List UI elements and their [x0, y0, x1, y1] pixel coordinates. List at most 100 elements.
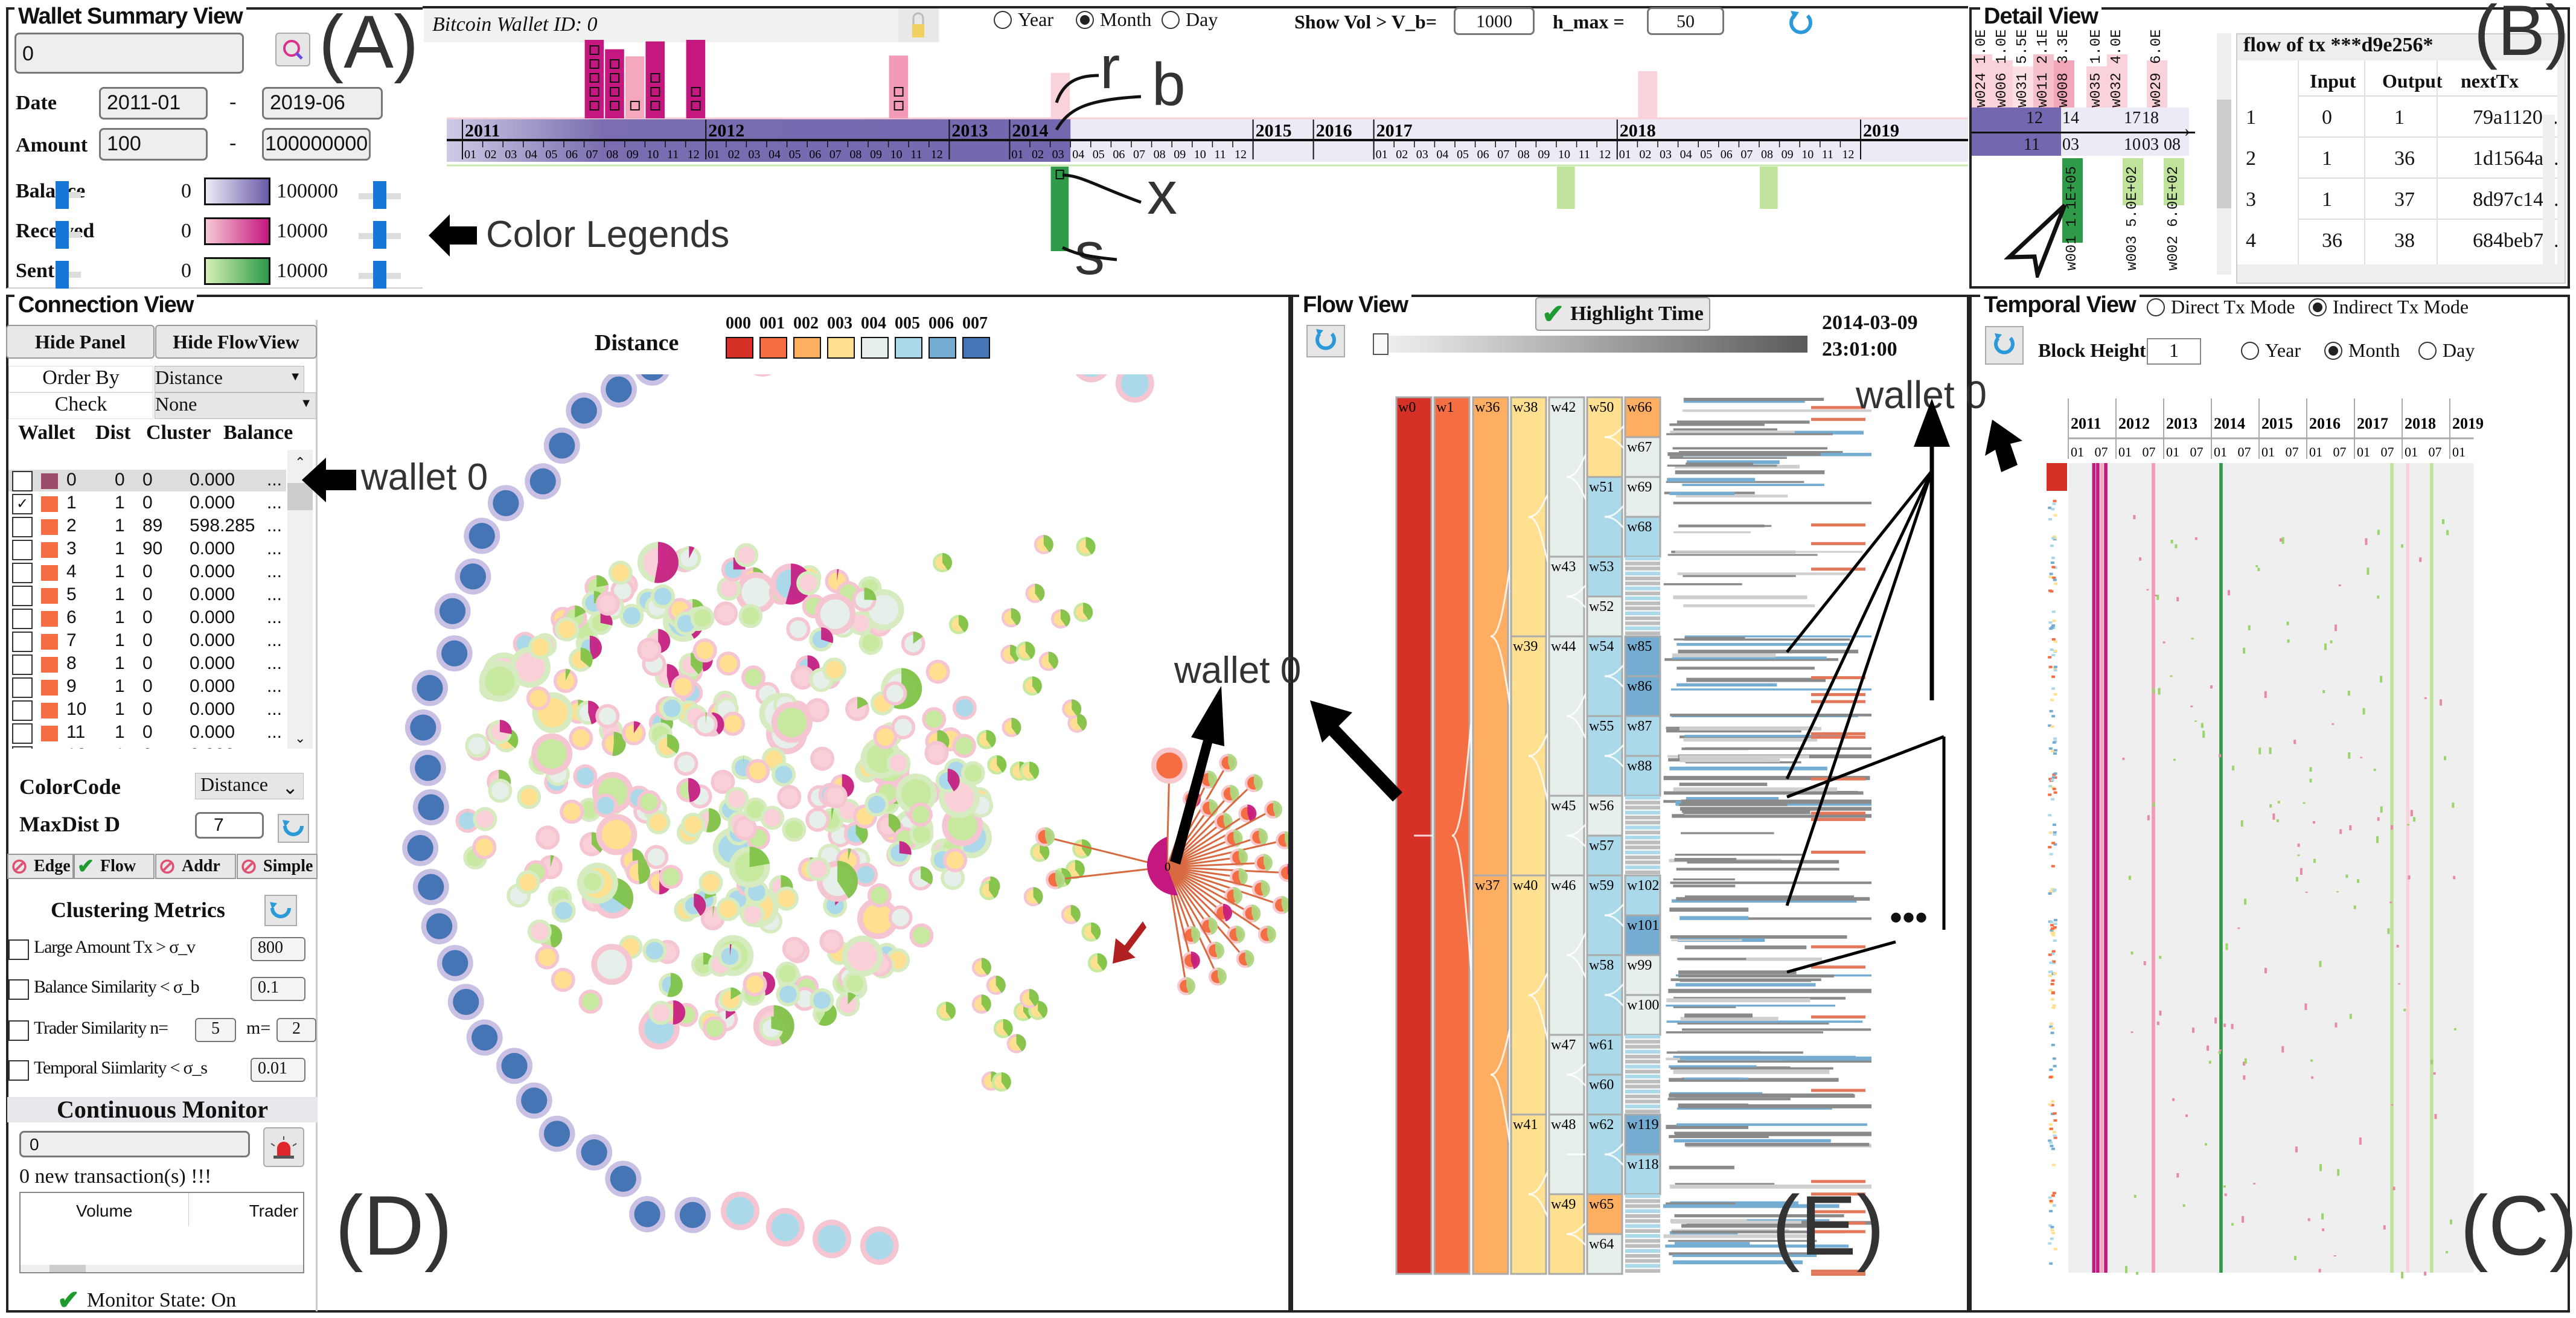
- date-from-stepper[interactable]: 2011-01: [99, 87, 208, 120]
- received-bar-2011-12[interactable]: [686, 40, 706, 118]
- wallet-node[interactable]: [634, 374, 671, 386]
- timeline-radio-day[interactable]: [1162, 11, 1180, 29]
- wallet-more[interactable]: ...: [267, 470, 283, 490]
- alarm-button[interactable]: [263, 1127, 304, 1167]
- wallet-node[interactable]: [786, 617, 811, 642]
- wallet-node[interactable]: [711, 769, 735, 794]
- wallet-node[interactable]: [823, 784, 848, 809]
- wallet-checkbox[interactable]: [12, 723, 33, 744]
- received-bar[interactable]: [2054, 60, 2074, 107]
- wallet-node[interactable]: [1227, 925, 1245, 944]
- wallet-row[interactable]: 8 1 0 0.000...: [8, 653, 286, 675]
- wallet-node[interactable]: [716, 651, 741, 676]
- wallet-node[interactable]: [1258, 925, 1276, 944]
- wallet-node[interactable]: [1072, 839, 1092, 859]
- wallet-node[interactable]: [573, 764, 598, 789]
- wallet-row[interactable]: 4 1 0 0.000...: [8, 561, 286, 583]
- wallet-node[interactable]: [600, 374, 637, 408]
- metric-checkbox[interactable]: [8, 939, 29, 960]
- wallet-node[interactable]: [646, 810, 671, 835]
- temporal-stripe-2012-10[interactable]: [2152, 463, 2155, 1273]
- wallet-node[interactable]: [528, 635, 553, 660]
- wallet-node[interactable]: [648, 1000, 673, 1025]
- monitor-input[interactable]: 0: [19, 1131, 250, 1157]
- toggle-simple[interactable]: ⊘ Simple: [237, 854, 318, 879]
- temporal-stripe-2011-09[interactable]: [2100, 463, 2104, 1273]
- metric-m-input[interactable]: 2: [276, 1018, 316, 1042]
- wallet-node[interactable]: [858, 630, 883, 655]
- wallet-node[interactable]: [733, 816, 758, 841]
- temporal-stripe-2018-08[interactable]: [2430, 463, 2434, 1273]
- flow-node-w99[interactable]: [1624, 954, 1661, 996]
- wallet-node[interactable]: [674, 1197, 711, 1233]
- wallet-checkbox[interactable]: [12, 632, 33, 652]
- flow-node-w87[interactable]: [1624, 715, 1661, 757]
- wallet-node[interactable]: [690, 606, 715, 630]
- wallet-node[interactable]: [924, 741, 949, 766]
- tx-marker[interactable]: [589, 45, 599, 55]
- wallet-node[interactable]: [621, 721, 646, 746]
- flow-refresh-button[interactable]: [1306, 325, 1345, 357]
- tx-marker[interactable]: [691, 87, 701, 97]
- wallet-checkbox[interactable]: [12, 677, 33, 698]
- tx-marker[interactable]: [630, 101, 640, 110]
- wallet-checkbox[interactable]: [12, 563, 33, 583]
- wallet-node[interactable]: [1272, 896, 1288, 915]
- wallet-node[interactable]: [479, 661, 520, 702]
- flow-chart[interactable]: w0 w1 w36 w38 w42 w50 w66 w67 w51 w69 w68 w43 w53 w52…: [1389, 392, 1871, 1280]
- wallet-node[interactable]: [1019, 988, 1039, 1008]
- wallet-node[interactable]: [404, 709, 441, 746]
- wallet-node[interactable]: [576, 700, 601, 725]
- legend-min-slider-track[interactable]: [63, 232, 81, 238]
- wallet-node[interactable]: [886, 750, 911, 775]
- wallet-checkbox[interactable]: [12, 517, 33, 537]
- maxdist-refresh-button[interactable]: [278, 814, 309, 843]
- wallet-node[interactable]: [465, 733, 490, 758]
- wallet-node[interactable]: [1224, 887, 1242, 906]
- wallet-node[interactable]: [1206, 941, 1224, 960]
- wallet-node[interactable]: [644, 845, 669, 869]
- wallet-node[interactable]: [845, 697, 870, 721]
- wallet-node[interactable]: [760, 805, 785, 830]
- wallet-node[interactable]: [909, 923, 934, 948]
- legend-max-slider-knob[interactable]: [373, 221, 386, 249]
- wallet-checkbox[interactable]: [12, 746, 33, 749]
- wallet-checkbox[interactable]: ✓: [12, 494, 33, 514]
- wallet-node[interactable]: [717, 576, 741, 601]
- timeline-radio-month[interactable]: [1076, 11, 1094, 29]
- wallet-node[interactable]: [952, 696, 977, 720]
- wallet-node[interactable]: [588, 610, 613, 635]
- wallet-node[interactable]: [1015, 641, 1035, 661]
- wallet-node[interactable]: [740, 903, 765, 927]
- wallet-node[interactable]: [698, 870, 723, 895]
- wallet-node[interactable]: [810, 746, 835, 771]
- temporal-mode-radio-direct-tx-mode[interactable]: [2147, 298, 2165, 316]
- metric-checkbox[interactable]: [8, 979, 29, 1000]
- maxdist-stepper[interactable]: 7: [195, 812, 264, 839]
- wallet-list[interactable]: 0 0 0 0.000... ✓ 1 1 0 0.000... 2 1 89 598.285... 3 1 9…: [8, 450, 287, 749]
- wallet-row[interactable]: 7 1 0 0.000...: [8, 630, 286, 652]
- legend-min-slider-knob[interactable]: [56, 181, 69, 209]
- wallet-id-input[interactable]: 0: [14, 33, 244, 74]
- flow-node-w67[interactable]: [1624, 436, 1661, 478]
- wallet-more[interactable]: ...: [267, 630, 283, 650]
- wallet-node[interactable]: [436, 945, 473, 982]
- wallet-node[interactable]: [1022, 676, 1042, 696]
- wallet-node[interactable]: [619, 604, 644, 629]
- wallet-node[interactable]: [775, 961, 800, 986]
- wallet-node[interactable]: [1072, 374, 1111, 383]
- wallet-node[interactable]: [580, 869, 605, 894]
- wallet-node[interactable]: [986, 975, 1006, 995]
- lock-icon[interactable]: [898, 8, 938, 42]
- wallet-node[interactable]: [1030, 842, 1050, 862]
- block-height-input[interactable]: 1: [2147, 338, 2201, 365]
- sent-bar-2017-10[interactable]: [1557, 167, 1575, 209]
- wallet-node[interactable]: [782, 936, 807, 961]
- temporal-stripe-2011-08[interactable]: [2096, 463, 2100, 1273]
- wallet-node[interactable]: [922, 707, 947, 732]
- wallet-node[interactable]: [790, 665, 815, 690]
- wallet-node[interactable]: [842, 971, 867, 996]
- received-bar[interactable]: [2086, 66, 2107, 107]
- wallet-node[interactable]: [488, 778, 513, 803]
- date-to-stepper[interactable]: 2019-06: [262, 87, 383, 120]
